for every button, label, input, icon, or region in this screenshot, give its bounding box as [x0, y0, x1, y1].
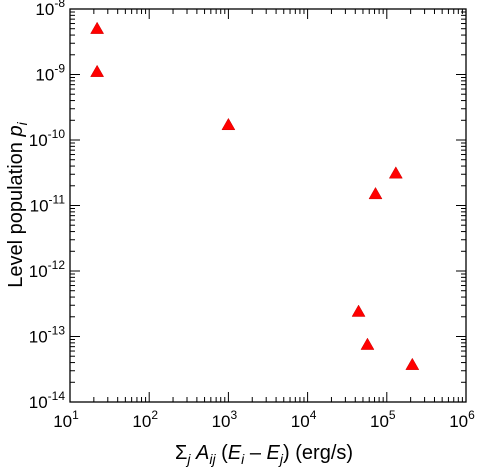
data-point-triangle [360, 337, 375, 350]
y-tick-label: 10-10 [29, 127, 66, 150]
y-tick-label: 10-9 [35, 62, 65, 85]
y-tick-label: 10-11 [30, 193, 66, 216]
x-tick-label: 105 [370, 408, 396, 431]
x-tick-label: 104 [291, 408, 317, 431]
x-tick-label: 103 [212, 408, 238, 431]
x-axis: 101 102 103 104 105 106 [53, 9, 475, 431]
data-point-triangle [90, 21, 105, 34]
data-points [90, 21, 420, 370]
data-point-triangle [351, 304, 366, 317]
data-point-triangle [90, 64, 105, 77]
y-axis: 10-14 10-13 10-12 10-11 10-10 10-9 10-8 [29, 0, 466, 412]
plot-frame [69, 8, 467, 403]
x-tick-label: 106 [449, 408, 475, 431]
x-tick-label: 101 [53, 408, 79, 431]
y-tick-label: 10-14 [29, 389, 66, 412]
x-tick-label: 102 [132, 408, 158, 431]
y-axis-title: Level population pi [5, 121, 30, 287]
x-axis-title: Σj Aij (Ei – Ej) (erg/s) [175, 442, 353, 467]
y-tick-label: 10-8 [35, 0, 65, 19]
data-point-triangle [368, 186, 383, 200]
data-point-triangle [388, 166, 403, 179]
y-tick-label: 10-13 [29, 324, 66, 347]
y-tick-label: 10-12 [29, 258, 66, 281]
data-point-triangle [405, 357, 420, 370]
data-point-triangle [221, 117, 236, 131]
